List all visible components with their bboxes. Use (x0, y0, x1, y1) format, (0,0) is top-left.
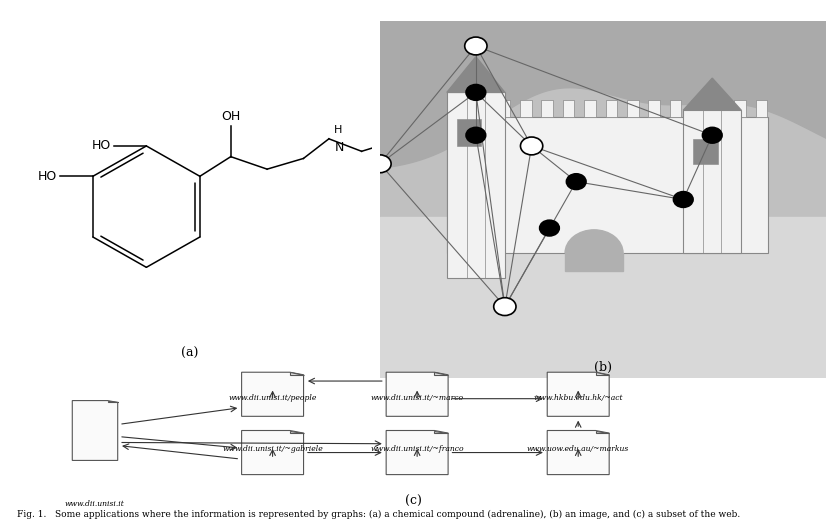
Polygon shape (548, 372, 609, 416)
Polygon shape (683, 78, 741, 110)
Circle shape (567, 174, 586, 190)
Polygon shape (107, 401, 118, 403)
Bar (457, 119, 482, 146)
Polygon shape (290, 372, 304, 375)
Bar (756, 100, 767, 118)
Text: H: H (335, 125, 343, 135)
Bar (520, 100, 532, 118)
Circle shape (673, 192, 693, 207)
Polygon shape (434, 430, 448, 433)
Polygon shape (596, 372, 609, 375)
Circle shape (520, 137, 543, 155)
Polygon shape (242, 430, 304, 475)
Circle shape (494, 298, 516, 316)
Bar (447, 92, 505, 278)
Text: www.dii.unisi.it/~marco: www.dii.unisi.it/~marco (371, 394, 463, 402)
Polygon shape (73, 401, 118, 460)
Polygon shape (447, 57, 505, 92)
Polygon shape (387, 430, 448, 475)
Text: (c): (c) (405, 495, 421, 508)
Bar (447, 118, 768, 253)
Bar (693, 139, 718, 164)
Polygon shape (387, 372, 448, 416)
Wedge shape (565, 230, 623, 253)
Text: HO: HO (92, 140, 111, 152)
Text: OH: OH (221, 110, 240, 123)
Bar (648, 100, 660, 118)
Polygon shape (434, 372, 448, 375)
Circle shape (368, 155, 392, 173)
Bar (477, 100, 489, 118)
Circle shape (702, 128, 722, 143)
Bar (584, 100, 596, 118)
Bar (691, 100, 703, 118)
Bar (456, 100, 468, 118)
Bar (499, 100, 510, 118)
Text: N: N (335, 141, 344, 154)
Text: www.dii.unisi.it: www.dii.unisi.it (65, 500, 125, 508)
Bar (380, 217, 826, 378)
Bar (734, 100, 746, 118)
Text: (a): (a) (181, 347, 199, 360)
Text: www.dii.unisi.it/~gabriele: www.dii.unisi.it/~gabriele (222, 445, 323, 453)
Bar (563, 100, 574, 118)
Polygon shape (548, 430, 609, 475)
Circle shape (465, 37, 487, 55)
Bar (627, 100, 638, 118)
Text: HO: HO (38, 170, 57, 183)
Circle shape (466, 128, 486, 143)
Bar (541, 100, 553, 118)
Circle shape (466, 85, 486, 100)
Text: Fig. 1.   Some applications where the information is represented by graphs: (a) : Fig. 1. Some applications where the info… (17, 510, 740, 519)
Text: www.hkbu.edu.hk/~act: www.hkbu.edu.hk/~act (534, 394, 623, 402)
Text: www.uow.edu.au/~markus: www.uow.edu.au/~markus (527, 445, 629, 453)
Bar (605, 100, 617, 118)
Polygon shape (242, 372, 304, 416)
Text: www.dii.unisi.it/~franco: www.dii.unisi.it/~franco (370, 445, 464, 453)
Bar (713, 100, 724, 118)
Polygon shape (290, 430, 304, 433)
Bar (683, 110, 741, 253)
Bar (565, 253, 623, 271)
Text: (b): (b) (594, 361, 612, 374)
Text: www.dii.unisi.it/people: www.dii.unisi.it/people (229, 394, 316, 402)
Polygon shape (596, 430, 609, 433)
Bar (670, 100, 681, 118)
Circle shape (539, 220, 559, 236)
